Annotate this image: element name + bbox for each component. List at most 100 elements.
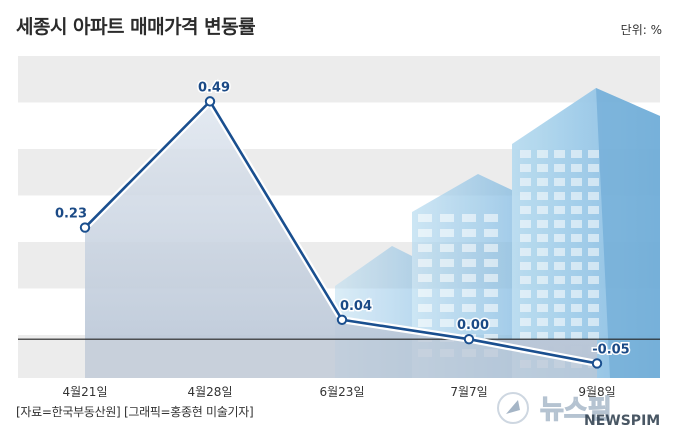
window-pane — [484, 259, 498, 267]
window-pane — [571, 262, 582, 270]
window-pane — [440, 259, 454, 267]
window-pane — [571, 164, 582, 172]
data-label: 0.23 — [55, 207, 87, 222]
window-pane — [418, 229, 432, 237]
x-tick-label: 4월21일 — [63, 385, 108, 399]
x-tick-label: 4월28일 — [188, 385, 233, 399]
window-pane — [554, 164, 565, 172]
data-point — [336, 314, 348, 325]
window-pane — [571, 150, 582, 158]
window-pane — [520, 164, 531, 172]
window-pane — [440, 304, 454, 312]
window-pane — [537, 206, 548, 214]
window-pane — [537, 290, 548, 298]
window-pane — [554, 290, 565, 298]
window-pane — [554, 304, 565, 312]
window-pane — [554, 318, 565, 326]
window-pane — [520, 206, 531, 214]
window-pane — [571, 178, 582, 186]
window-pane — [571, 206, 582, 214]
window-pane — [418, 304, 432, 312]
window-pane — [484, 214, 498, 222]
source-credit: [자료=한국부동산원] [그래픽=홍종현 미술기자] — [16, 405, 254, 419]
window-pane — [462, 259, 476, 267]
window-pane — [418, 259, 432, 267]
unit-label: 단위: % — [620, 23, 662, 37]
window-pane — [462, 304, 476, 312]
window-pane — [588, 276, 599, 284]
window-pane — [520, 178, 531, 186]
window-pane — [520, 262, 531, 270]
window-pane — [520, 318, 531, 326]
window-pane — [462, 244, 476, 252]
window-pane — [588, 164, 599, 172]
window-pane — [571, 234, 582, 242]
window-pane — [554, 220, 565, 228]
window-pane — [571, 220, 582, 228]
window-pane — [537, 178, 548, 186]
window-pane — [484, 229, 498, 237]
window-pane — [571, 192, 582, 200]
window-pane — [418, 244, 432, 252]
window-pane — [462, 214, 476, 222]
window-pane — [588, 234, 599, 242]
window-pane — [520, 332, 531, 340]
window-pane — [484, 304, 498, 312]
window-pane — [588, 262, 599, 270]
window-pane — [554, 206, 565, 214]
window-pane — [554, 192, 565, 200]
window-pane — [588, 178, 599, 186]
window-pane — [440, 229, 454, 237]
data-label: 0.00 — [457, 318, 489, 333]
window-pane — [537, 332, 548, 340]
window-pane — [484, 244, 498, 252]
window-pane — [537, 164, 548, 172]
window-pane — [462, 319, 476, 327]
window-pane — [484, 274, 498, 282]
window-pane — [520, 234, 531, 242]
logo-korean-text: 뉴스핌 — [540, 395, 612, 425]
window-pane — [588, 192, 599, 200]
window-pane — [418, 214, 432, 222]
window-pane — [440, 289, 454, 297]
window-pane — [520, 150, 531, 158]
window-pane — [520, 304, 531, 312]
window-pane — [537, 304, 548, 312]
window-pane — [520, 276, 531, 284]
window-pane — [588, 206, 599, 214]
window-pane — [537, 276, 548, 284]
window-pane — [537, 262, 548, 270]
data-label: 0.04 — [340, 299, 372, 314]
data-label: -0.05 — [592, 342, 629, 357]
window-pane — [588, 318, 599, 326]
window-pane — [554, 234, 565, 242]
window-pane — [571, 318, 582, 326]
window-pane — [537, 248, 548, 256]
window-pane — [571, 304, 582, 312]
window-pane — [537, 234, 548, 242]
window-pane — [554, 276, 565, 284]
window-pane — [571, 276, 582, 284]
window-pane — [537, 318, 548, 326]
window-pane — [554, 150, 565, 158]
logo-english-text: NEWSPIM — [584, 413, 660, 429]
window-pane — [462, 229, 476, 237]
data-point — [463, 333, 475, 345]
window-pane — [462, 289, 476, 297]
x-tick-label: 7월7일 — [450, 385, 487, 399]
window-pane — [520, 248, 531, 256]
window-pane — [571, 248, 582, 256]
window-pane — [484, 319, 498, 327]
window-pane — [588, 332, 599, 340]
window-pane — [440, 214, 454, 222]
window-pane — [418, 289, 432, 297]
window-pane — [571, 290, 582, 298]
window-pane — [537, 220, 548, 228]
window-pane — [554, 332, 565, 340]
window-pane — [588, 150, 599, 158]
window-pane — [537, 150, 548, 158]
window-pane — [440, 319, 454, 327]
window-pane — [440, 244, 454, 252]
data-point — [79, 222, 91, 233]
